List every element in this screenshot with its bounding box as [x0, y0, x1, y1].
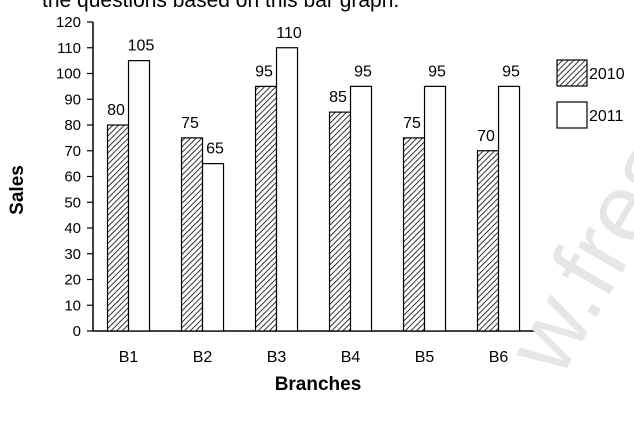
x-axis-label: Branches	[275, 374, 362, 395]
legend-label-2011: 2011	[589, 108, 624, 125]
y-tick-label: 10	[64, 297, 81, 314]
y-tick-label: 100	[56, 66, 81, 83]
legend-swatch-2010	[556, 59, 588, 87]
y-tick-label: 120	[56, 14, 81, 31]
data-label: 80	[107, 102, 125, 119]
bar-2011-B2	[201, 163, 225, 332]
y-axis: 0 10 20 30 40 50 60 70 80 90 100 110 120	[56, 14, 94, 340]
bar-2011-B1	[127, 60, 151, 332]
y-tick-label: 50	[64, 194, 81, 211]
data-label: 110	[276, 25, 302, 42]
data-labels: 80 105 75 65 95 110 85 95 75 95 70 95	[107, 25, 520, 158]
bar-2010-B2	[180, 137, 204, 332]
y-tick-label: 60	[64, 169, 81, 186]
data-label: 95	[255, 63, 273, 80]
data-label: 70	[477, 128, 495, 145]
bar-2010-B5	[402, 137, 426, 332]
bar-2010-B3	[254, 85, 278, 332]
y-axis-label: Sales	[7, 165, 28, 215]
y-tick-label: 80	[64, 117, 81, 134]
bar-2011-B5	[423, 85, 447, 332]
y-tick-label: 90	[64, 91, 81, 108]
x-tick-label: B5	[415, 349, 435, 366]
x-tick-label: B2	[193, 349, 213, 366]
bars	[106, 47, 521, 332]
bar-2011-B4	[349, 85, 373, 332]
legend-label-2010: 2010	[589, 66, 625, 83]
x-tick-label: B3	[267, 349, 287, 366]
x-tick-label: B4	[341, 349, 361, 366]
bar-chart: 0 10 20 30 40 50 60 70 80 90 100 110 120 B1 B2 B3 B4 B5 B…	[7, 14, 634, 395]
bar-2010-B6	[476, 150, 500, 332]
y-tick-label: 30	[64, 246, 81, 263]
data-label: 105	[128, 38, 155, 55]
x-tick-label: B6	[489, 349, 509, 366]
data-label: 95	[354, 63, 372, 80]
data-label: 95	[428, 63, 446, 80]
bar-2010-B1	[106, 124, 130, 332]
data-label: 65	[206, 141, 224, 158]
header-fragment: the questions based on this bar graph.	[42, 0, 400, 12]
y-tick-label: 40	[64, 220, 81, 237]
bar-2010-B4	[328, 111, 352, 332]
data-label: 75	[403, 115, 421, 132]
data-label: 75	[181, 115, 199, 132]
legend: 2010 2011	[556, 59, 625, 129]
bar-2011-B6	[497, 85, 521, 332]
data-label: 85	[329, 89, 347, 106]
x-tick-label: B1	[119, 349, 139, 366]
x-axis: B1 B2 B3 B4 B5 B6	[93, 330, 537, 366]
y-tick-label: 0	[73, 323, 81, 340]
legend-swatch-2011	[556, 101, 588, 129]
bar-2011-B3	[275, 47, 299, 332]
y-tick-label: 110	[57, 40, 81, 57]
data-label: 95	[502, 63, 520, 80]
y-tick-label: 20	[64, 272, 81, 289]
y-tick-label: 70	[64, 143, 81, 160]
